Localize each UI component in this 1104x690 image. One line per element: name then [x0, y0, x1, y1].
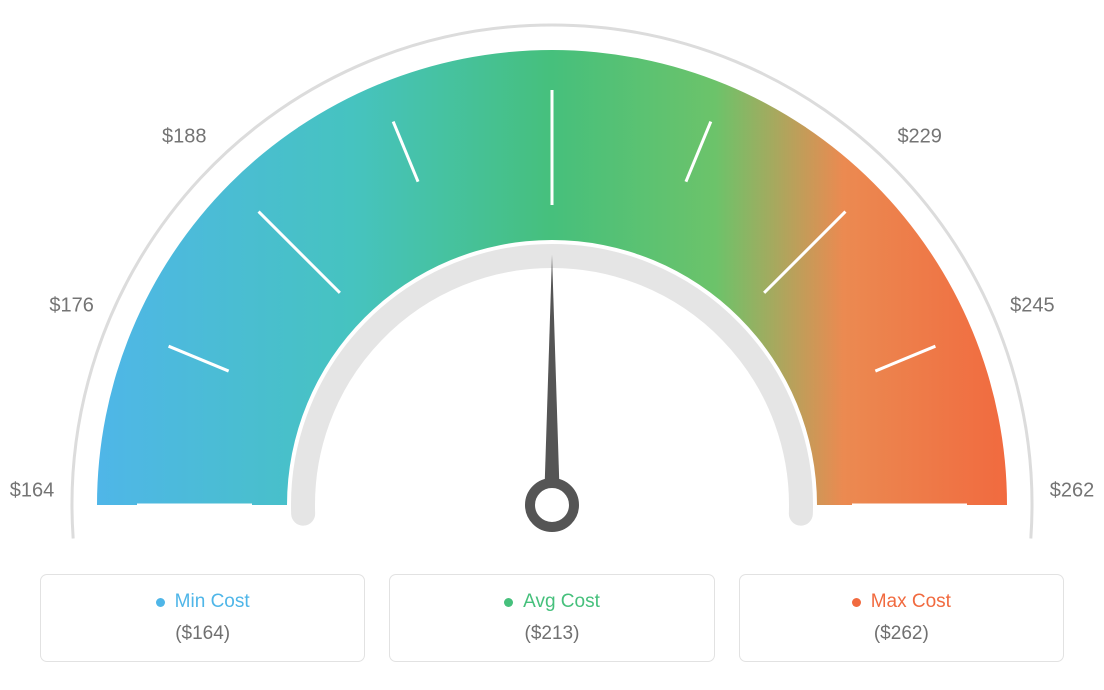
legend-avg-label: Avg Cost [504, 591, 600, 613]
gauge-chart: $164$176$188$213$229$245$262 [0, 0, 1104, 560]
legend-min-text: Min Cost [175, 591, 250, 613]
legend-avg-value: ($213) [400, 623, 703, 645]
gauge-tick-label: $229 [897, 126, 942, 149]
legend-min-value: ($164) [51, 623, 354, 645]
gauge-tick-label: $188 [162, 126, 207, 149]
dot-icon [852, 598, 861, 607]
cost-gauge-widget: $164$176$188$213$229$245$262 Min Cost ($… [0, 0, 1104, 690]
dot-icon [504, 598, 513, 607]
gauge-tick-label: $245 [1010, 295, 1055, 318]
dot-icon [156, 598, 165, 607]
legend-min-label: Min Cost [156, 591, 250, 613]
legend-avg-text: Avg Cost [523, 591, 600, 613]
legend-row: Min Cost ($164) Avg Cost ($213) Max Cost… [40, 574, 1064, 662]
legend-max-value: ($262) [750, 623, 1053, 645]
gauge-tick-label: $164 [10, 480, 55, 503]
legend-max-label: Max Cost [852, 591, 951, 613]
legend-max-box: Max Cost ($262) [739, 574, 1064, 662]
legend-avg-box: Avg Cost ($213) [389, 574, 714, 662]
legend-min-box: Min Cost ($164) [40, 574, 365, 662]
gauge-tick-label: $262 [1050, 480, 1095, 503]
gauge-tick-label: $176 [49, 295, 94, 318]
legend-max-text: Max Cost [871, 591, 951, 613]
